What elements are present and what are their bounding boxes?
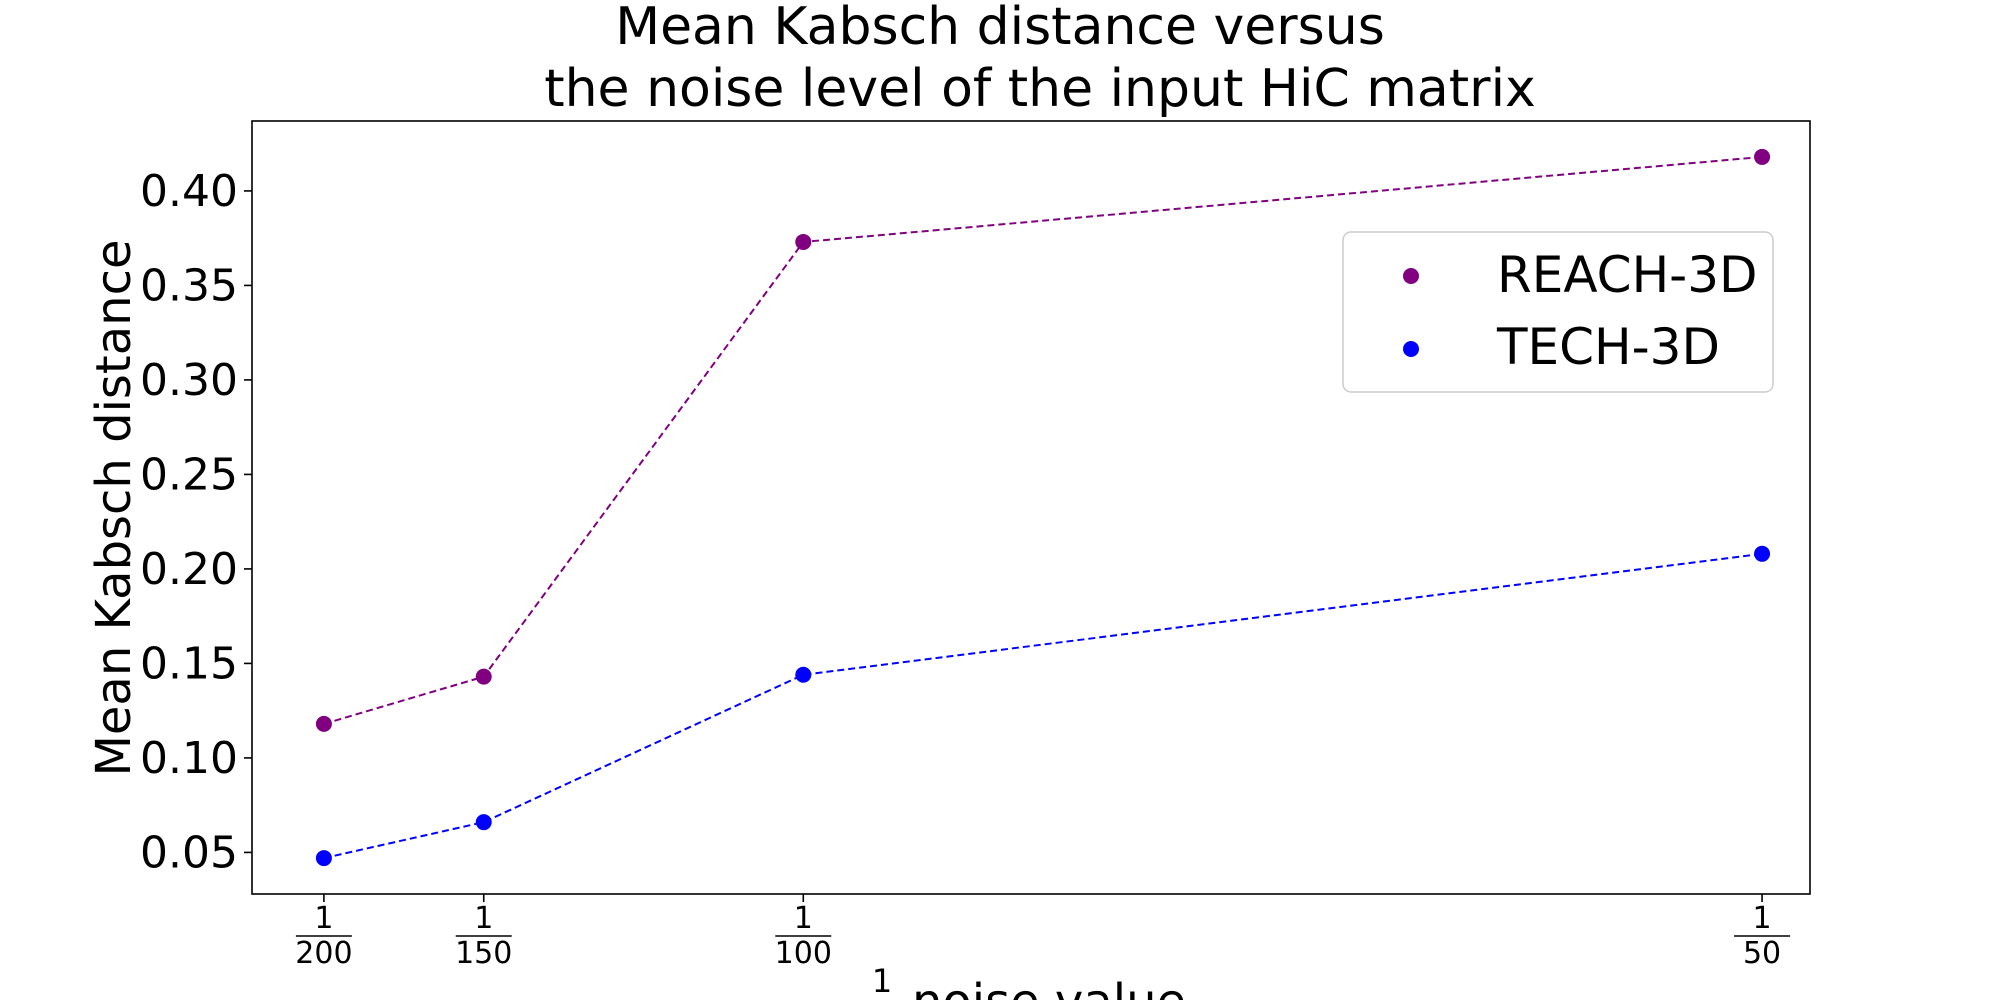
y-tick-label: 0.05 [140,827,238,878]
series-line-reach-3d [323,155,1763,725]
y-tick-label: 0.20 [140,544,238,595]
x-tick-label-denominator: 150 [455,936,512,971]
legend-label-tech-3d: TECH-3D [1496,318,1720,376]
x-tick-label-numerator: 1 [314,901,333,936]
x-tick-label-denominator: 100 [775,936,832,971]
y-axis-label: Mean Kabsch distance [86,239,142,776]
y-tick-label: 0.40 [140,166,238,217]
x-tick-label-numerator: 1 [794,901,813,936]
plot-frame [251,120,1811,895]
data-point-reach-3d [795,233,812,250]
legend-box [1342,231,1774,393]
x-axis-label-text: noise value [912,974,1186,1000]
y-tick-label: 0.25 [140,449,238,500]
legend-marker-tech-3d [1403,341,1419,357]
x-tick-label-numerator: 1 [1753,901,1772,936]
y-tick-label: 0.15 [140,638,238,689]
data-point-reach-3d [1754,148,1771,165]
data-point-tech-3d [475,814,492,831]
series-line-tech-3d [323,552,1763,860]
x-tick-label-denominator: 50 [1743,936,1781,971]
y-tick-label: 0.30 [140,355,238,406]
y-tick-label: 0.10 [140,733,238,784]
legend-label-reach-3d: REACH-3D [1497,246,1758,304]
data-point-tech-3d [795,666,812,683]
chart-title-line1: Mean Kabsch distance versus [615,0,1385,57]
legend: REACH-3D TECH-3D [1342,231,1774,393]
y-tick-label: 0.35 [140,260,238,311]
x-axis-label: 1 noise value [872,962,1186,1000]
x-axis-label-numerator: 1 [872,962,892,1000]
x-tick-label-denominator: 200 [295,936,352,971]
plot-area: 0.050.100.150.200.250.300.350.4012001150… [140,120,1811,971]
data-point-tech-3d [315,850,332,867]
legend-marker-reach-3d [1403,268,1419,284]
data-point-reach-3d [475,668,492,685]
data-point-tech-3d [1754,545,1771,562]
chart-title-line2: the noise level of the input HiC matrix [544,59,1536,119]
data-point-reach-3d [315,715,332,732]
x-tick-label-numerator: 1 [474,901,493,936]
